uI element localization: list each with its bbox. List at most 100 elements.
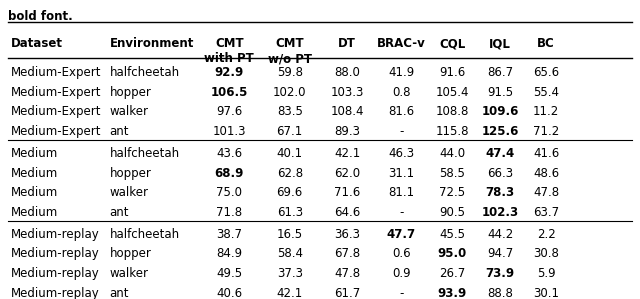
Text: 31.1: 31.1: [388, 167, 414, 179]
Text: 83.5: 83.5: [276, 106, 303, 118]
Text: 88.8: 88.8: [487, 287, 513, 299]
Text: 95.0: 95.0: [438, 248, 467, 260]
Text: 30.1: 30.1: [533, 287, 559, 299]
Text: 75.0: 75.0: [216, 186, 242, 199]
Text: halfcheetah: halfcheetah: [109, 228, 180, 241]
Text: halfcheetah: halfcheetah: [109, 66, 180, 79]
Text: Medium-Expert: Medium-Expert: [11, 106, 102, 118]
Text: 88.0: 88.0: [334, 66, 360, 79]
Text: 30.8: 30.8: [533, 248, 559, 260]
Text: 44.2: 44.2: [487, 228, 513, 241]
Text: 89.3: 89.3: [334, 125, 360, 138]
Text: 41.9: 41.9: [388, 66, 414, 79]
Text: 46.3: 46.3: [388, 147, 414, 160]
Text: 42.1: 42.1: [334, 147, 360, 160]
Text: 93.9: 93.9: [438, 287, 467, 299]
Text: 91.6: 91.6: [439, 66, 465, 79]
Text: 72.5: 72.5: [439, 186, 465, 199]
Text: 94.7: 94.7: [487, 248, 513, 260]
Text: 71.8: 71.8: [216, 206, 243, 219]
Text: CMT
with PT: CMT with PT: [204, 37, 254, 65]
Text: bold font.: bold font.: [8, 10, 72, 23]
Text: 41.6: 41.6: [533, 147, 559, 160]
Text: Medium: Medium: [11, 147, 58, 160]
Text: 91.5: 91.5: [487, 86, 513, 99]
Text: walker: walker: [109, 186, 148, 199]
Text: 43.6: 43.6: [216, 147, 243, 160]
Text: halfcheetah: halfcheetah: [109, 147, 180, 160]
Text: 103.3: 103.3: [330, 86, 364, 99]
Text: 44.0: 44.0: [439, 147, 465, 160]
Text: 84.9: 84.9: [216, 248, 243, 260]
Text: 73.9: 73.9: [486, 267, 515, 280]
Text: Medium: Medium: [11, 167, 58, 179]
Text: 66.3: 66.3: [487, 167, 513, 179]
Text: 55.4: 55.4: [533, 86, 559, 99]
Text: 0.9: 0.9: [392, 267, 410, 280]
Text: Medium-Expert: Medium-Expert: [11, 86, 102, 99]
Text: 40.1: 40.1: [276, 147, 303, 160]
Text: 69.6: 69.6: [276, 186, 303, 199]
Text: 0.6: 0.6: [392, 248, 410, 260]
Text: CMT
w/o PT: CMT w/o PT: [268, 37, 312, 65]
Text: 11.2: 11.2: [533, 106, 559, 118]
Text: 65.6: 65.6: [533, 66, 559, 79]
Text: 102.0: 102.0: [273, 86, 307, 99]
Text: 58.4: 58.4: [276, 248, 303, 260]
Text: 47.4: 47.4: [485, 147, 515, 160]
Text: 26.7: 26.7: [439, 267, 465, 280]
Text: hopper: hopper: [109, 167, 152, 179]
Text: CQL: CQL: [439, 37, 465, 50]
Text: 36.3: 36.3: [334, 228, 360, 241]
Text: BC: BC: [538, 37, 555, 50]
Text: 16.5: 16.5: [276, 228, 303, 241]
Text: 67.8: 67.8: [334, 248, 360, 260]
Text: 62.8: 62.8: [276, 167, 303, 179]
Text: Medium-replay: Medium-replay: [11, 287, 100, 299]
Text: 81.6: 81.6: [388, 106, 414, 118]
Text: DT: DT: [338, 37, 356, 50]
Text: Medium-Expert: Medium-Expert: [11, 125, 102, 138]
Text: Medium: Medium: [11, 186, 58, 199]
Text: Dataset: Dataset: [11, 37, 63, 50]
Text: ant: ant: [109, 287, 129, 299]
Text: 5.9: 5.9: [537, 267, 556, 280]
Text: 48.6: 48.6: [533, 167, 559, 179]
Text: 59.8: 59.8: [276, 66, 303, 79]
Text: 68.9: 68.9: [214, 167, 244, 179]
Text: 71.6: 71.6: [334, 186, 360, 199]
Text: 64.6: 64.6: [334, 206, 360, 219]
Text: 62.0: 62.0: [334, 167, 360, 179]
Text: 63.7: 63.7: [533, 206, 559, 219]
Text: Medium-Expert: Medium-Expert: [11, 66, 102, 79]
Text: 37.3: 37.3: [276, 267, 303, 280]
Text: ant: ant: [109, 125, 129, 138]
Text: hopper: hopper: [109, 86, 152, 99]
Text: 125.6: 125.6: [481, 125, 518, 138]
Text: 40.6: 40.6: [216, 287, 243, 299]
Text: 81.1: 81.1: [388, 186, 414, 199]
Text: 2.2: 2.2: [537, 228, 556, 241]
Text: Medium-replay: Medium-replay: [11, 248, 100, 260]
Text: 78.3: 78.3: [486, 186, 515, 199]
Text: 105.4: 105.4: [435, 86, 469, 99]
Text: -: -: [399, 206, 403, 219]
Text: Medium-replay: Medium-replay: [11, 228, 100, 241]
Text: 97.6: 97.6: [216, 106, 243, 118]
Text: 90.5: 90.5: [439, 206, 465, 219]
Text: 61.7: 61.7: [334, 287, 360, 299]
Text: BRAC-v: BRAC-v: [377, 37, 426, 50]
Text: hopper: hopper: [109, 248, 152, 260]
Text: 109.6: 109.6: [481, 106, 518, 118]
Text: 47.8: 47.8: [334, 267, 360, 280]
Text: 102.3: 102.3: [481, 206, 518, 219]
Text: 92.9: 92.9: [214, 66, 244, 79]
Text: IQL: IQL: [489, 37, 511, 50]
Text: 38.7: 38.7: [216, 228, 242, 241]
Text: 47.8: 47.8: [533, 186, 559, 199]
Text: 67.1: 67.1: [276, 125, 303, 138]
Text: Medium-replay: Medium-replay: [11, 267, 100, 280]
Text: 108.8: 108.8: [436, 106, 469, 118]
Text: Medium: Medium: [11, 206, 58, 219]
Text: walker: walker: [109, 106, 148, 118]
